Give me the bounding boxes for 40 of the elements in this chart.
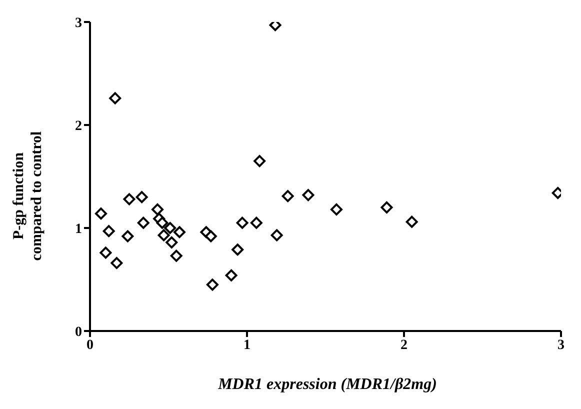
point xyxy=(110,257,123,270)
point xyxy=(269,22,282,32)
y-axis-title: P-gp function compared to control xyxy=(10,130,46,263)
point xyxy=(406,216,418,228)
point xyxy=(250,216,262,229)
point xyxy=(109,92,122,104)
point xyxy=(254,155,266,168)
point xyxy=(302,189,314,202)
point xyxy=(152,203,164,216)
point xyxy=(100,246,112,259)
y-tick-label: 0 xyxy=(75,324,82,340)
point xyxy=(158,229,170,242)
point xyxy=(380,201,393,214)
x-tick-label: 3 xyxy=(558,338,564,353)
point xyxy=(282,190,294,202)
x-tick-label: 0 xyxy=(86,338,94,353)
point xyxy=(102,225,115,238)
point xyxy=(236,216,248,229)
point xyxy=(170,250,182,262)
x-tick-label: 2 xyxy=(400,338,408,353)
point xyxy=(164,222,176,234)
point xyxy=(166,236,178,248)
point xyxy=(156,216,168,229)
x-tick-label: 1 xyxy=(244,338,250,353)
point xyxy=(232,244,244,256)
point xyxy=(123,193,136,206)
point xyxy=(136,191,148,204)
point xyxy=(330,203,342,216)
point xyxy=(173,226,186,238)
point xyxy=(270,229,283,242)
point xyxy=(206,278,218,291)
y-tick-label: 3 xyxy=(75,16,82,31)
x-axis-title: MDR1 expression (MDR1/β2mg) xyxy=(217,376,438,394)
y-tick-label: 1 xyxy=(75,222,82,237)
point xyxy=(204,230,217,242)
point xyxy=(94,208,107,220)
y-tick-label: 2 xyxy=(75,118,82,134)
point xyxy=(137,216,150,229)
point xyxy=(122,230,134,242)
point xyxy=(225,269,238,282)
